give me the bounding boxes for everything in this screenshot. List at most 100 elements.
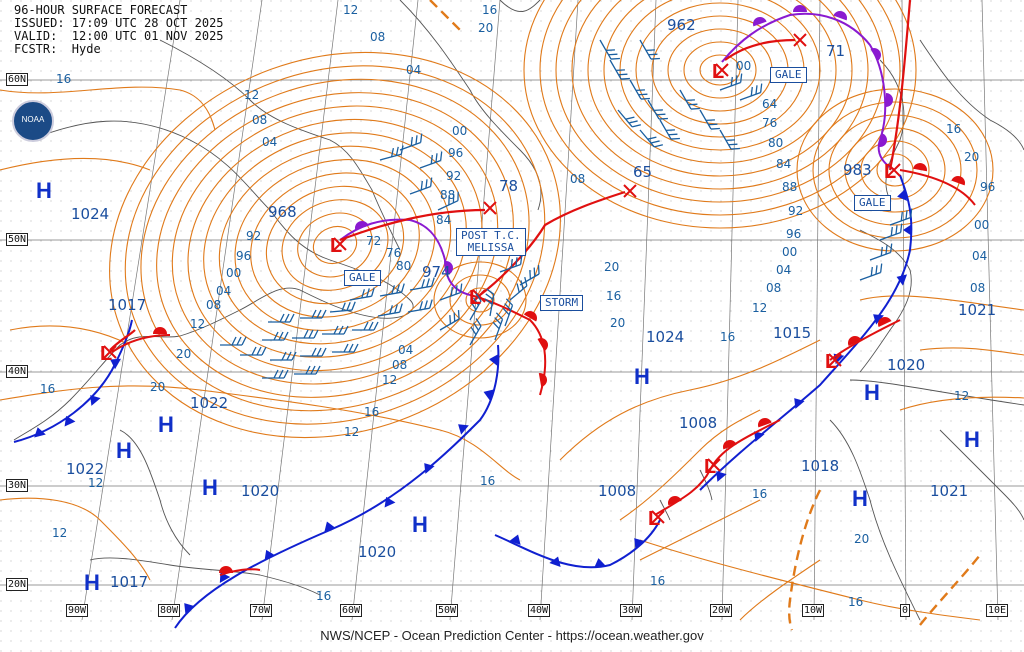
pressure-label: 1018	[801, 457, 840, 475]
isobar-label: 88	[440, 188, 456, 202]
cold-front-pip	[594, 558, 606, 569]
lon-label: 30W	[620, 604, 643, 617]
wind-barb	[332, 343, 359, 353]
wind-barb	[399, 133, 423, 151]
footer-credit: NWS/NCEP - Ocean Prediction Center - htt…	[320, 628, 704, 643]
cold-front-pip	[458, 424, 469, 435]
low-center-label: L	[330, 235, 342, 257]
forecast-position-x	[707, 458, 721, 472]
cold-front-pip	[716, 471, 727, 482]
wind-barb	[469, 318, 482, 346]
isobar-label: 08	[392, 358, 408, 372]
isobar-label: 20	[478, 21, 494, 35]
warm-front-pip	[355, 221, 369, 231]
isobar-label: 00	[452, 124, 468, 138]
pressure-label: 962	[667, 16, 696, 34]
isobar-line	[203, 132, 467, 358]
cold-front-pip	[64, 415, 76, 427]
isobar-label: 04	[262, 135, 278, 149]
pressure-label: 1024	[71, 205, 110, 223]
isobar-label: 20	[150, 380, 166, 394]
forecast-position-x	[333, 237, 347, 251]
storm-tracks	[103, 0, 912, 524]
cold-front-pip	[897, 189, 908, 201]
forecast-position-x	[715, 63, 729, 77]
isobar-label: 16	[40, 382, 56, 396]
isobar-label: 08	[370, 30, 386, 44]
wind-barb	[352, 321, 379, 331]
high-center-label: H	[964, 427, 980, 452]
low-center-label: L	[704, 456, 716, 478]
warm-front-pip	[848, 336, 862, 346]
lon-label: 10E	[986, 604, 1009, 617]
isobar-line	[699, 54, 741, 86]
isobar-line	[899, 396, 1024, 411]
isobar-line	[9, 325, 131, 346]
wind-barb	[439, 283, 463, 301]
cold-front-pip	[489, 354, 499, 366]
noaa-logo-text: NOAA	[21, 115, 45, 124]
forecast-position-x	[793, 33, 807, 47]
high-center-label: H	[852, 486, 868, 511]
isobar-label: 20	[964, 150, 980, 164]
isobar-line	[539, 0, 901, 216]
high-center-label: H	[202, 475, 218, 500]
wind-barb	[647, 99, 668, 120]
isobar-label: 76	[762, 116, 778, 130]
storm-track-line	[724, 38, 796, 61]
isobar-line	[587, 0, 853, 177]
isobar-label: 08	[252, 113, 268, 127]
pressure-label: 1020	[358, 543, 397, 561]
wind-barb	[220, 336, 247, 346]
low-center-label: L	[884, 161, 896, 183]
wind-barb	[719, 129, 740, 150]
pressure-label: 1015	[773, 324, 812, 342]
isobar-line	[639, 539, 981, 621]
isobar-line	[876, 153, 914, 187]
high-center-label: H	[36, 178, 52, 203]
wind-barb	[270, 351, 297, 361]
cold-front-pip	[903, 224, 912, 236]
wind-barb	[329, 301, 356, 313]
isobar-label: 04	[216, 284, 232, 298]
isobar-line	[0, 385, 521, 481]
pressure-label: 1021	[930, 482, 969, 500]
cold-front-pip	[384, 496, 396, 508]
wind-barb	[502, 298, 514, 327]
isobar-label: 04	[406, 63, 422, 77]
gale-warning-box: GALE	[770, 67, 807, 83]
isobar-label: 16	[480, 474, 496, 488]
wind-barb	[879, 223, 903, 241]
noaa-logo: NOAA	[12, 100, 54, 142]
warm-front-pip	[758, 418, 772, 428]
wind-barb	[869, 243, 893, 261]
isobar-line	[465, 287, 495, 313]
warm-front-pip	[219, 566, 233, 573]
pressure-label: 1024	[646, 328, 685, 346]
isobar-label: 08	[970, 281, 986, 295]
isobar-line	[433, 261, 527, 339]
isobar-label: 16	[364, 405, 380, 419]
isobar-label: 08	[766, 281, 782, 295]
isobar-line	[859, 295, 1024, 311]
isobar-label: 16	[650, 574, 666, 588]
header-forecaster: FCSTR: Hyde	[14, 42, 101, 56]
isobar-label: 20	[854, 532, 870, 546]
pressure-label: 1022	[190, 394, 229, 412]
lon-label: 90W	[66, 604, 89, 617]
lon-label: 0	[900, 604, 911, 617]
warm-front-line	[829, 319, 901, 361]
isobar-label: 72	[366, 234, 382, 248]
warm-front-pip	[538, 373, 547, 387]
warm-front-pip	[523, 311, 537, 322]
high-center-label: H	[864, 380, 880, 405]
wind-barb	[300, 347, 327, 357]
wind-barb	[379, 145, 404, 161]
isobar-line	[281, 199, 389, 291]
trough-dashed-line	[429, 0, 461, 31]
forecast-position-x	[483, 201, 497, 215]
isobar-label: 16	[606, 289, 622, 303]
low-center-label: L	[712, 61, 724, 83]
isobar-line	[250, 172, 420, 318]
isobar-label: 00	[226, 266, 242, 280]
